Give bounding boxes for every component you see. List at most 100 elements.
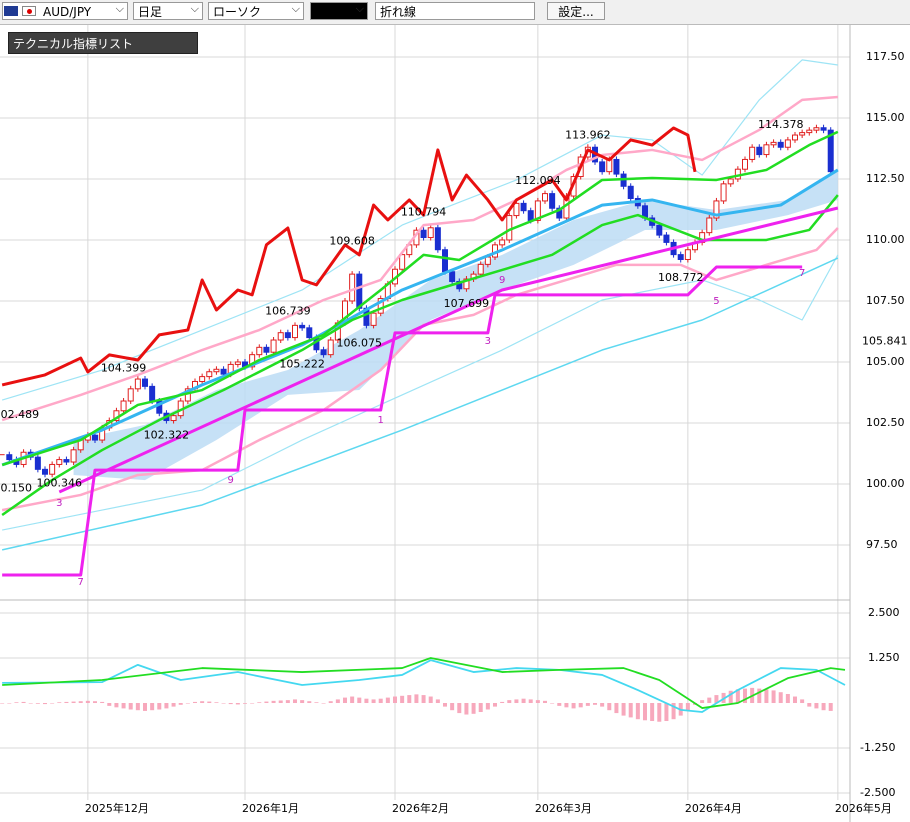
- candle: [777, 141, 784, 148]
- indicator-line: [1, 227, 839, 512]
- candle: [706, 217, 713, 234]
- indicator-list[interactable]: テクニカル指標リスト: [8, 32, 198, 54]
- candle: [684, 249, 691, 260]
- price-label: 109.608: [329, 235, 375, 248]
- price-label: 100.150: [0, 481, 32, 494]
- y-tick-label: 1.250: [868, 651, 900, 664]
- candle: [484, 256, 491, 265]
- histogram-bar: [585, 703, 590, 706]
- histogram-bar: [157, 703, 162, 710]
- line-type-field[interactable]: 折れ線: [375, 2, 535, 20]
- histogram-bar: [335, 699, 340, 704]
- style-select[interactable]: ローソク: [208, 0, 304, 20]
- price-label: 105.222: [279, 358, 325, 371]
- histogram-bar: [543, 700, 547, 704]
- histogram-bar: [600, 703, 605, 707]
- histogram-bar: [521, 698, 526, 704]
- price-label: 106.739: [265, 305, 311, 318]
- histogram-bar: [0, 703, 5, 704]
- price-label: 102.489: [0, 408, 39, 421]
- cloud: [73, 169, 838, 481]
- histogram-bar: [285, 700, 290, 704]
- candle: [292, 324, 298, 339]
- candle: [256, 346, 263, 356]
- histogram-bar: [21, 701, 26, 704]
- candle: [142, 378, 148, 387]
- y-tick-label: 102.50: [866, 416, 905, 429]
- histogram-bar: [564, 703, 569, 708]
- histogram-bar: [14, 702, 19, 704]
- histogram-bar: [350, 696, 355, 704]
- y-tick-label: 110.00: [866, 233, 905, 246]
- step-label: 3: [56, 498, 62, 509]
- candle: [92, 434, 98, 441]
- y-tick-label: 117.50: [866, 50, 905, 63]
- settings-button[interactable]: 設定...: [547, 2, 605, 20]
- histogram-bar: [450, 703, 455, 711]
- candle: [449, 271, 456, 282]
- histogram-bar: [471, 703, 476, 714]
- indicator-line: [58, 206, 839, 494]
- histogram-bar: [321, 703, 326, 704]
- candle: [742, 158, 748, 170]
- candle: [677, 254, 684, 260]
- candle: [377, 298, 384, 314]
- candle: [49, 463, 56, 475]
- candle: [713, 200, 720, 219]
- price-label: 108.772: [658, 271, 704, 284]
- indicator-line: [1, 130, 839, 467]
- histogram-bar: [664, 703, 669, 722]
- candle: [70, 449, 77, 463]
- histogram-bar: [50, 703, 55, 704]
- histogram-bar: [250, 703, 255, 704]
- flag-au: [4, 6, 18, 16]
- candle: [306, 327, 313, 339]
- histogram-bar: [457, 703, 462, 714]
- step-label: 7: [799, 268, 805, 279]
- candle: [527, 210, 534, 221]
- histogram-bar: [164, 703, 169, 709]
- candle: [270, 339, 277, 353]
- histogram-bar: [343, 697, 347, 704]
- histogram-bar: [178, 703, 183, 705]
- indicator-line: [1, 126, 697, 387]
- candle: [756, 146, 763, 156]
- flag-jp: [22, 6, 36, 16]
- histogram-bar: [293, 699, 297, 704]
- histogram-bar: [485, 703, 490, 710]
- histogram-bar: [500, 701, 505, 704]
- candle: [513, 202, 520, 217]
- histogram-bar: [550, 703, 555, 704]
- candle: [220, 368, 227, 375]
- axis-bg: [850, 25, 910, 822]
- candle: [277, 332, 284, 341]
- step-label: 1: [378, 415, 384, 426]
- candle: [420, 229, 427, 239]
- price-label: 113.962: [565, 128, 611, 141]
- histogram-bar: [464, 703, 469, 715]
- histogram-bar: [400, 695, 405, 704]
- histogram-bar: [507, 700, 512, 704]
- y-tick-label: 105.00: [866, 355, 905, 368]
- histogram-bar: [228, 703, 233, 705]
- x-tick-label: 2026年1月: [242, 801, 299, 815]
- color-select[interactable]: [310, 0, 368, 20]
- histogram-bar: [428, 696, 433, 704]
- candle: [799, 132, 806, 136]
- indicator-line: [1, 194, 839, 516]
- period-select[interactable]: 日足: [133, 0, 203, 20]
- histogram-bar: [771, 690, 776, 704]
- candle: [627, 185, 634, 199]
- histogram-bar: [57, 702, 62, 704]
- histogram-bar: [728, 690, 733, 704]
- histogram-bar: [150, 703, 155, 711]
- histogram-bar: [71, 701, 76, 704]
- candle: [299, 324, 306, 329]
- candle: [477, 263, 484, 275]
- histogram-bar: [314, 702, 319, 704]
- y-tick-label: 115.00: [866, 111, 905, 124]
- histogram-bar: [828, 703, 833, 711]
- indicator-line: [2, 265, 803, 577]
- x-tick-label: 2025年12月: [85, 801, 149, 815]
- histogram-bar: [714, 695, 719, 704]
